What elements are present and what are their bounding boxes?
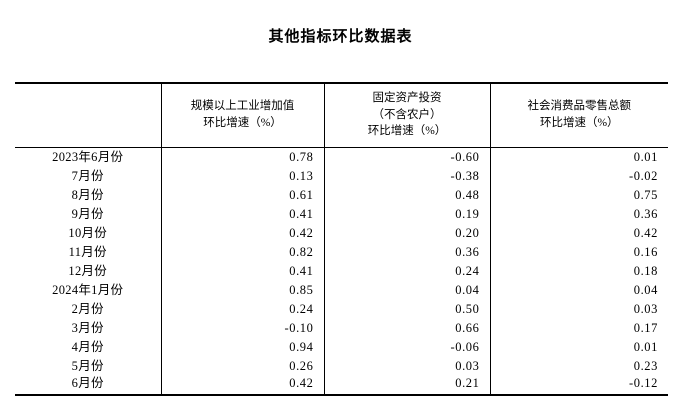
cell-industrial-value-added: 0.82 (161, 242, 325, 262)
cell-retail-sales: -0.02 (628, 168, 658, 183)
cell-retail-sales: 0.01 (633, 150, 658, 165)
cell-industrial-value-added: 0.42 (161, 223, 325, 243)
cell-fixed-asset-investment: 0.19 (324, 204, 491, 224)
table-row: 3月份 -0.10 0.66 0.17 (15, 318, 668, 338)
table-body: 2023年6月份 0.78 -0.60 0.01 7月份 0.13 -0.38 -0.02 8月… (15, 147, 668, 396)
table-row: 9月份 0.41 0.19 0.36 (15, 204, 668, 224)
cell-fixed-asset-investment: 0.20 (324, 223, 491, 243)
row-label-month: 9月份 (15, 204, 162, 224)
cell-fixed-asset-investment: 0.50 (324, 299, 491, 319)
page-title: 其他指标环比数据表 (268, 29, 413, 45)
cell-retail-sales: 0.18 (633, 263, 658, 278)
row-label-month: 2024年1月份 (15, 280, 162, 300)
cell-industrial-value-added: 0.61 (161, 185, 325, 205)
cell-industrial-value-added: 0.13 (161, 166, 325, 186)
cell-fixed-asset-investment: -0.38 (324, 166, 491, 186)
cell-retail-sales: 0.23 (633, 358, 658, 373)
row-label-month: 12月份 (15, 261, 162, 281)
cell-fixed-asset-investment: 0.21 (324, 375, 491, 396)
row-label-month: 2023年6月份 (15, 147, 162, 167)
cell-industrial-value-added: 0.41 (161, 204, 325, 224)
row-label-month: 6月份 (15, 375, 162, 396)
cell-industrial-value-added: 0.85 (161, 280, 325, 300)
cell-fixed-asset-investment: -0.06 (324, 337, 491, 357)
data-table-container: 规模以上工业增加值 环比增速（%） 固定资产投资 （不含农户） 环比增速（%） … (15, 82, 668, 396)
cell-retail-sales: -0.12 (490, 375, 668, 396)
row-label-month: 5月份 (15, 356, 162, 376)
table-row: 5月份 0.26 0.03 0.23 (15, 356, 668, 376)
cell-industrial-value-added: 0.41 (161, 261, 325, 281)
table-header-row: 规模以上工业增加值 环比增速（%） 固定资产投资 （不含农户） 环比增速（%） … (15, 82, 668, 149)
cell-industrial-value-added: 0.78 (161, 147, 325, 167)
cell-fixed-asset-investment: 0.36 (324, 242, 491, 262)
cell-fixed-asset-investment: 0.66 (324, 318, 491, 338)
cell-retail-sales: 0.04 (633, 282, 658, 297)
row-label-month: 7月份 (15, 166, 162, 186)
other-indicators-mom-table: 规模以上工业增加值 环比增速（%） 固定资产投资 （不含农户） 环比增速（%） … (15, 82, 668, 396)
table-row: 4月份 0.94 -0.06 0.01 (15, 337, 668, 357)
cell-industrial-value-added: 0.42 (161, 375, 325, 396)
column-header-industrial-value-added: 规模以上工业增加值 环比增速（%） (161, 82, 325, 149)
cell-fixed-asset-investment: 0.48 (324, 185, 491, 205)
column-header-line: 环比增速（%） (203, 117, 282, 129)
column-header-line: 环比增速（%） (539, 117, 619, 129)
column-header-fixed-asset-investment: 固定资产投资 （不含农户） 环比增速（%） (324, 82, 491, 149)
cell-industrial-value-added: -0.10 (161, 318, 325, 338)
table-header: 规模以上工业增加值 环比增速（%） 固定资产投资 （不含农户） 环比增速（%） … (15, 82, 668, 149)
column-header-line: 规模以上工业增加值 (190, 100, 295, 113)
table-row: 12月份 0.41 0.24 0.18 (15, 261, 668, 281)
table-row: 6月份 0.42 0.21 -0.12 (15, 375, 668, 396)
table-row: 10月份 0.42 0.20 0.42 (15, 223, 668, 243)
row-label-month: 3月份 (15, 318, 162, 338)
table-row: 8月份 0.61 0.48 0.75 (15, 185, 668, 205)
cell-fixed-asset-investment: -0.60 (324, 147, 491, 167)
row-label-month: 2月份 (15, 299, 162, 319)
cell-retail-sales: 0.03 (633, 301, 658, 316)
table-row: 2023年6月份 0.78 -0.60 0.01 (15, 147, 668, 167)
column-header-month (15, 82, 162, 149)
cell-industrial-value-added: 0.24 (161, 299, 325, 319)
cell-retail-sales: 0.16 (633, 244, 658, 259)
column-header-line: 社会消费品零售总额 (527, 100, 632, 113)
row-label-month: 4月份 (15, 337, 162, 357)
table-row: 7月份 0.13 -0.38 -0.02 (15, 166, 668, 186)
cell-retail-sales: 0.01 (633, 339, 658, 354)
table-row: 2024年1月份 0.85 0.04 0.04 (15, 280, 668, 300)
cell-retail-sales: 0.36 (633, 206, 658, 221)
table-row: 2月份 0.24 0.50 0.03 (15, 299, 668, 319)
cell-fixed-asset-investment: 0.03 (324, 356, 491, 376)
cell-industrial-value-added: 0.26 (161, 356, 325, 376)
column-header-line: 固定资产投资 (372, 92, 442, 104)
row-label-month: 11月份 (15, 242, 162, 262)
row-label-month: 10月份 (15, 223, 162, 243)
cell-industrial-value-added: 0.94 (161, 337, 325, 357)
cell-retail-sales: 0.75 (633, 187, 658, 202)
column-header-retail-sales: 社会消费品零售总额 环比增速（%） (490, 82, 668, 149)
cell-fixed-asset-investment: 0.04 (324, 280, 491, 300)
column-header-line: 环比增速（%） (367, 125, 447, 138)
cell-fixed-asset-investment: 0.24 (324, 261, 491, 281)
cell-retail-sales: 0.42 (633, 225, 658, 240)
column-header-line: （不含农户） (372, 108, 442, 121)
table-row: 11月份 0.82 0.36 0.16 (15, 242, 668, 262)
cell-retail-sales: 0.17 (633, 320, 658, 335)
row-label-month: 8月份 (15, 185, 162, 205)
